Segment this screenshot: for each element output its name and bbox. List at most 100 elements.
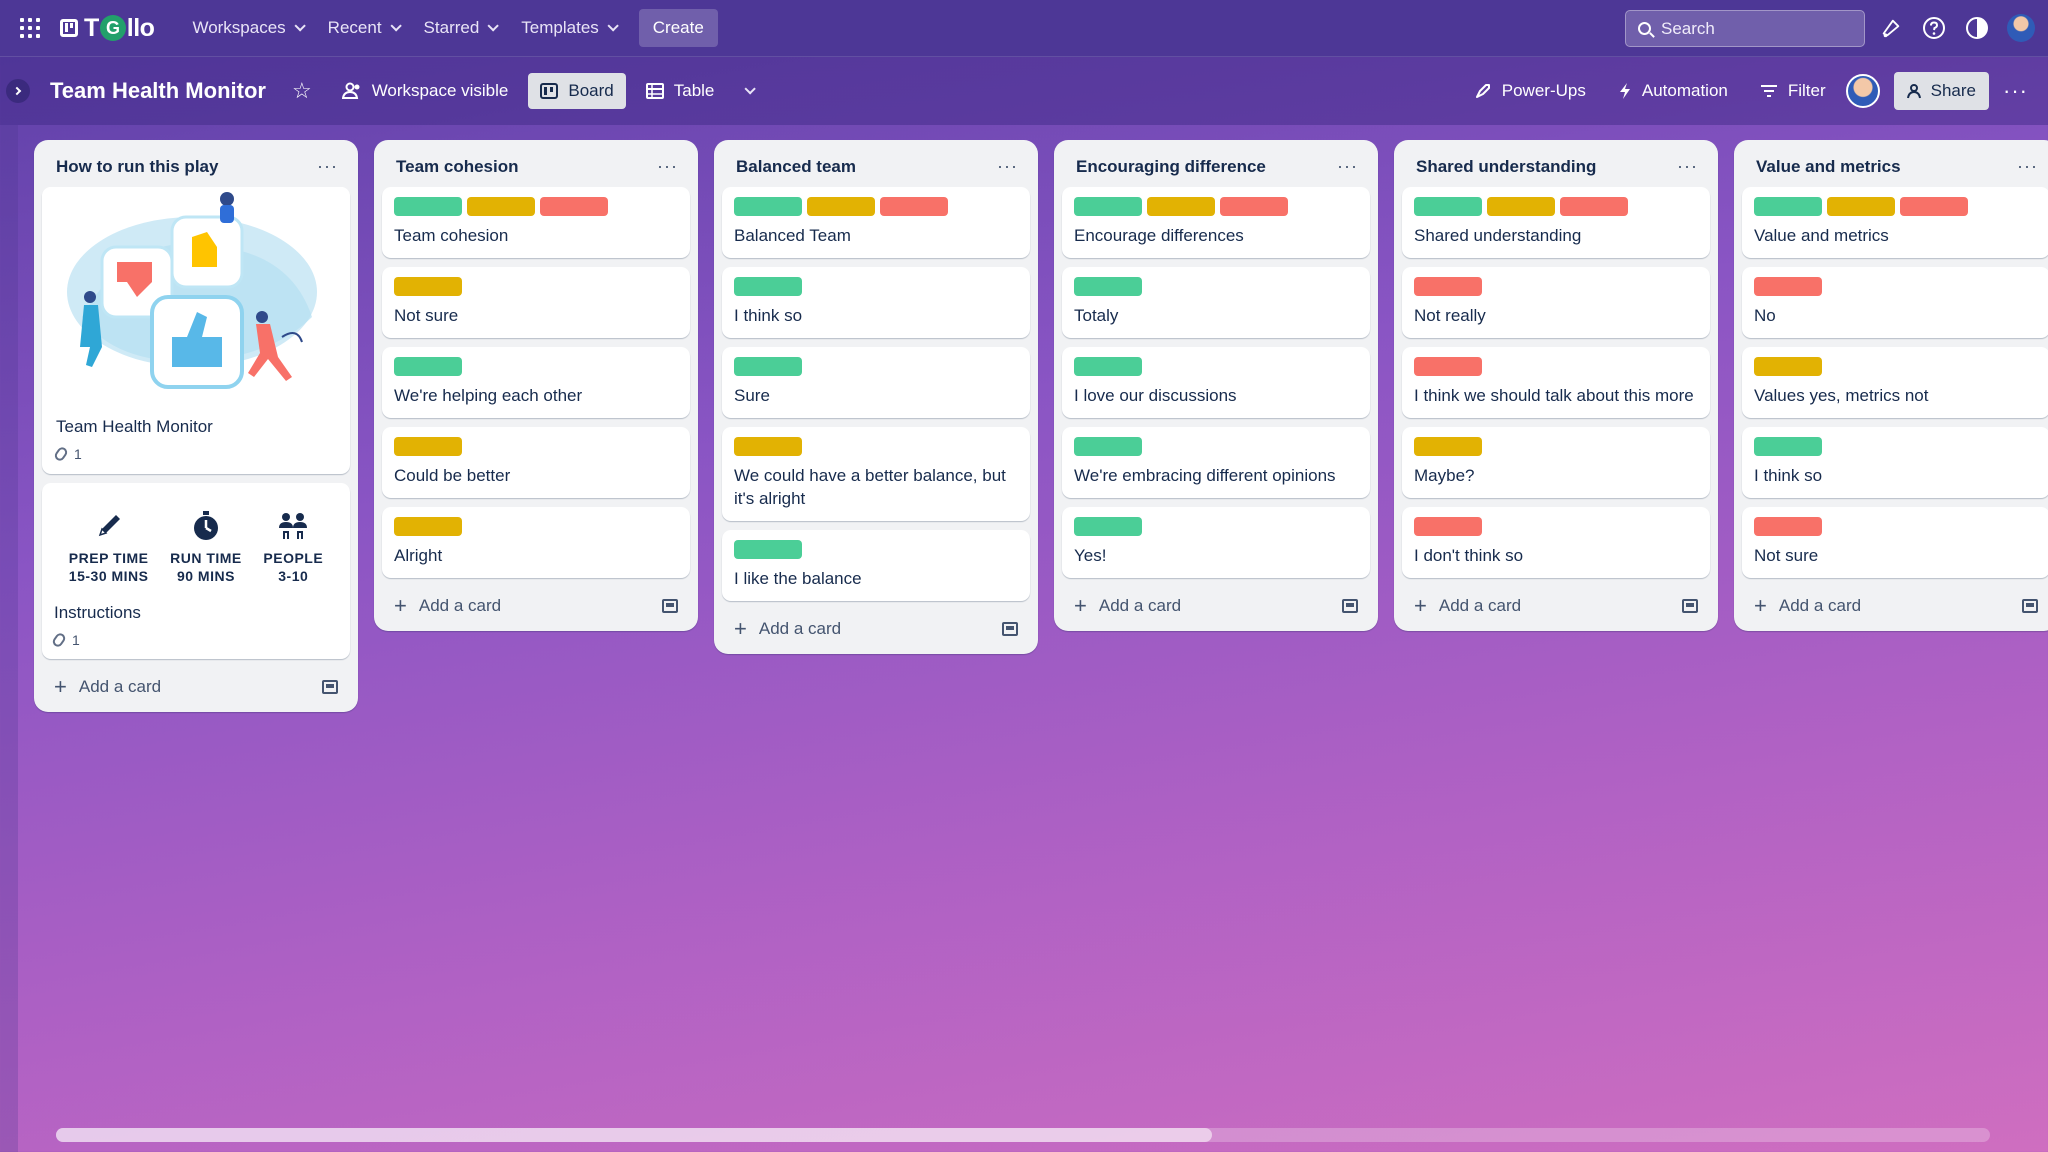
card[interactable]: Values yes, metrics not [1742, 347, 2048, 418]
list-title[interactable]: Value and metrics [1756, 156, 1901, 176]
list-title[interactable]: Shared understanding [1416, 156, 1597, 176]
add-card-button[interactable]: + Add a card [734, 618, 841, 640]
label-yellow[interactable] [1487, 197, 1555, 216]
add-card-button[interactable]: + Add a card [1754, 595, 1861, 617]
label-green[interactable] [1074, 197, 1142, 216]
label-red[interactable] [880, 197, 948, 216]
label-yellow[interactable] [394, 517, 462, 536]
label-red[interactable] [1220, 197, 1288, 216]
list-menu-icon[interactable]: ··· [657, 156, 678, 176]
label-yellow[interactable] [1414, 437, 1482, 456]
board-title[interactable]: Team Health Monitor [50, 78, 266, 103]
label-yellow[interactable] [1754, 357, 1822, 376]
list-title[interactable]: Encouraging difference [1076, 156, 1266, 176]
label-red[interactable] [1754, 277, 1822, 296]
label-red[interactable] [1900, 197, 1968, 216]
automation-button[interactable]: Automation [1606, 73, 1740, 109]
board-menu-icon[interactable]: ··· [2003, 78, 2028, 103]
list-title[interactable]: How to run this play [56, 156, 219, 176]
help-icon[interactable] [1921, 15, 1947, 41]
create-from-template-icon[interactable] [2022, 599, 2038, 613]
label-green[interactable] [1754, 197, 1822, 216]
search-box[interactable] [1625, 10, 1865, 47]
label-yellow[interactable] [394, 277, 462, 296]
label-green[interactable] [1074, 517, 1142, 536]
card[interactable]: We're embracing different opinions [1062, 427, 1370, 498]
card[interactable]: We could have a better balance, but it's… [722, 427, 1030, 521]
label-green[interactable] [1754, 437, 1822, 456]
label-red[interactable] [1560, 197, 1628, 216]
nav-templates-dropdown[interactable]: Templates [511, 10, 624, 46]
search-input[interactable] [1661, 18, 1841, 39]
card[interactable]: Totaly [1062, 267, 1370, 338]
share-button[interactable]: Share [1893, 72, 1990, 110]
card-instructions[interactable]: PREP TIME 15-30 MINS RUN TIME 90 MINS PEOP… [42, 483, 350, 659]
card[interactable]: Encourage differences [1062, 187, 1370, 258]
list-menu-icon[interactable]: ··· [997, 156, 1018, 176]
card-team-health-monitor[interactable]: Team Health Monitor 1 [42, 187, 350, 474]
power-ups-button[interactable]: Power-Ups [1462, 73, 1598, 109]
nav-workspaces-dropdown[interactable]: Workspaces [182, 10, 311, 46]
card[interactable]: Team cohesion [382, 187, 690, 258]
member-avatar[interactable] [1845, 74, 1880, 108]
card[interactable]: We're helping each other [382, 347, 690, 418]
card[interactable]: Yes! [1062, 507, 1370, 578]
workspace-visibility-button[interactable]: Workspace visible [330, 73, 521, 109]
label-yellow[interactable] [734, 437, 802, 456]
card[interactable]: No [1742, 267, 2048, 338]
label-yellow[interactable] [1827, 197, 1895, 216]
card[interactable]: Not sure [382, 267, 690, 338]
theme-toggle-icon[interactable] [1964, 15, 1990, 41]
list-title[interactable]: Team cohesion [396, 156, 519, 176]
card[interactable]: Sure [722, 347, 1030, 418]
card[interactable]: I think so [1742, 427, 2048, 498]
label-green[interactable] [1414, 197, 1482, 216]
card[interactable]: Shared understanding [1402, 187, 1710, 258]
card[interactable]: Alright [382, 507, 690, 578]
nav-starred-dropdown[interactable]: Starred [414, 10, 506, 46]
create-from-template-icon[interactable] [1342, 599, 1358, 613]
label-green[interactable] [1074, 277, 1142, 296]
create-from-template-icon[interactable] [1002, 622, 1018, 636]
card[interactable]: I don't think so [1402, 507, 1710, 578]
add-card-button[interactable]: + Add a card [1074, 595, 1181, 617]
card[interactable]: I think so [722, 267, 1030, 338]
add-card-button[interactable]: + Add a card [394, 595, 501, 617]
label-red[interactable] [540, 197, 608, 216]
label-yellow[interactable] [394, 437, 462, 456]
label-yellow[interactable] [467, 197, 535, 216]
nav-recent-dropdown[interactable]: Recent [318, 10, 408, 46]
label-green[interactable] [734, 197, 802, 216]
label-green[interactable] [734, 540, 802, 559]
label-green[interactable] [394, 197, 462, 216]
more-views-dropdown[interactable] [736, 83, 760, 95]
label-yellow[interactable] [807, 197, 875, 216]
card[interactable]: Not really [1402, 267, 1710, 338]
label-red[interactable] [1414, 517, 1482, 536]
card[interactable]: Maybe? [1402, 427, 1710, 498]
card[interactable]: I think we should talk about this more [1402, 347, 1710, 418]
card[interactable]: Balanced Team [722, 187, 1030, 258]
label-yellow[interactable] [1147, 197, 1215, 216]
create-from-template-icon[interactable] [1682, 599, 1698, 613]
table-view-tab[interactable]: Table [634, 73, 727, 109]
filter-button[interactable]: Filter [1748, 73, 1838, 109]
expand-sidebar-button[interactable] [6, 79, 30, 103]
create-from-template-icon[interactable] [322, 680, 338, 694]
add-card-button[interactable]: + Add a card [54, 676, 161, 698]
label-green[interactable] [1074, 357, 1142, 376]
card[interactable]: Value and metrics [1742, 187, 2048, 258]
label-red[interactable] [1754, 517, 1822, 536]
label-green[interactable] [734, 357, 802, 376]
notifications-icon[interactable] [1878, 15, 1904, 41]
label-green[interactable] [1074, 437, 1142, 456]
user-avatar[interactable] [2007, 14, 2035, 42]
list-menu-icon[interactable]: ··· [1337, 156, 1358, 176]
trello-logo[interactable]: T G llo [60, 14, 155, 43]
scrollbar-thumb[interactable] [56, 1128, 1212, 1142]
list-menu-icon[interactable]: ··· [317, 156, 338, 176]
app-switcher-icon[interactable] [20, 18, 40, 38]
list-title[interactable]: Balanced team [736, 156, 856, 176]
card[interactable]: I like the balance [722, 530, 1030, 601]
board-horizontal-scrollbar[interactable] [56, 1128, 1990, 1142]
